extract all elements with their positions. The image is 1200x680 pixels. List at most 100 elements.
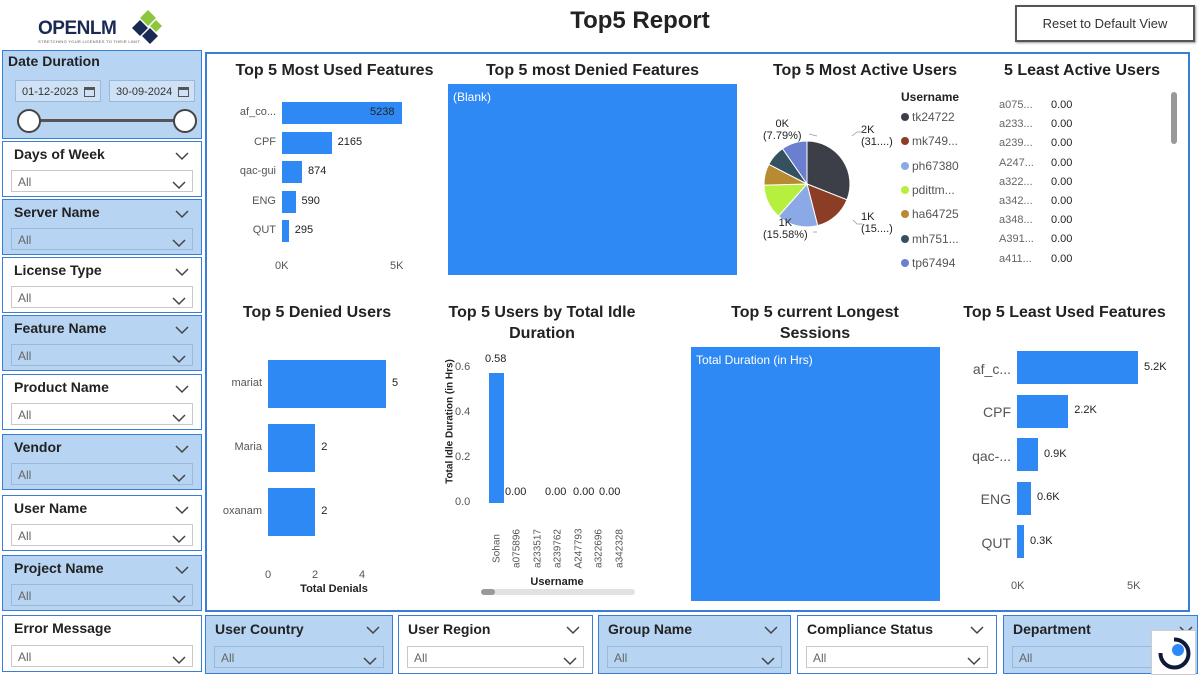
denied-users-xlabel: Total Denials bbox=[300, 583, 368, 595]
chevron-down-icon[interactable] bbox=[175, 441, 189, 454]
bar-4[interactable] bbox=[282, 220, 289, 242]
bar-1[interactable] bbox=[268, 424, 316, 472]
bar-4[interactable] bbox=[1017, 525, 1024, 558]
slicer-4[interactable]: Product Name All bbox=[2, 374, 202, 430]
chevron-down-icon[interactable] bbox=[175, 381, 189, 394]
slicer-7[interactable]: Project Name All bbox=[2, 555, 202, 611]
table-row[interactable]: a411... 0.00 bbox=[999, 253, 1099, 267]
slicer-dropdown[interactable]: All bbox=[11, 228, 193, 250]
chevron-down-icon[interactable] bbox=[566, 622, 580, 635]
slicer-dropdown[interactable]: All bbox=[214, 646, 384, 668]
idle-bar-0[interactable] bbox=[489, 372, 504, 503]
table-row[interactable]: A391... 0.00 bbox=[999, 233, 1099, 247]
chevron-down-icon[interactable] bbox=[175, 148, 189, 161]
slicer-dropdown[interactable]: All bbox=[11, 584, 193, 606]
date-range-end-handle[interactable] bbox=[173, 109, 197, 133]
category-label: ENG bbox=[252, 194, 276, 207]
chevron-down-icon[interactable] bbox=[970, 622, 984, 635]
row-user: a075... bbox=[999, 99, 1033, 111]
chevron-down-icon[interactable] bbox=[366, 622, 380, 635]
tick-label: 0K bbox=[275, 260, 289, 272]
bar-2[interactable] bbox=[282, 161, 303, 183]
slicer-dropdown[interactable]: All bbox=[607, 646, 782, 668]
legend-dot-icon bbox=[901, 210, 909, 219]
slicer-0[interactable]: Days of Week All bbox=[2, 141, 202, 197]
bar-0[interactable] bbox=[268, 360, 386, 408]
table-row[interactable]: A247... 0.00 bbox=[999, 157, 1099, 171]
table-row[interactable]: a342... 0.00 bbox=[999, 195, 1099, 209]
end-date-input[interactable]: 30-09-2024 bbox=[109, 80, 195, 102]
chevron-down-icon[interactable] bbox=[764, 622, 778, 635]
slicer-dropdown[interactable]: All bbox=[11, 170, 193, 192]
bar-0[interactable] bbox=[282, 102, 402, 124]
legend-item[interactable]: ph67380 bbox=[901, 159, 959, 173]
legend-item[interactable]: ha64725 bbox=[901, 207, 959, 221]
slicer-3[interactable]: Feature Name All bbox=[2, 315, 202, 371]
bar-3[interactable] bbox=[1017, 481, 1031, 515]
chevron-down-icon[interactable] bbox=[175, 322, 189, 335]
slicer-dropdown[interactable]: All bbox=[11, 645, 193, 667]
table-row[interactable]: a322... 0.00 bbox=[999, 176, 1099, 190]
slicer-dropdown[interactable]: All bbox=[11, 403, 193, 425]
idle-scrollbar[interactable] bbox=[481, 589, 635, 595]
slicer-title: User Name bbox=[14, 500, 88, 516]
bottom-slicer-0[interactable]: User Country All bbox=[205, 615, 393, 674]
longest-sessions-treemap[interactable]: Total Duration (in Hrs) bbox=[691, 347, 940, 601]
bar-0[interactable] bbox=[1017, 351, 1138, 384]
slicer-dropdown[interactable]: All bbox=[11, 524, 193, 546]
slicer-5[interactable]: Vendor All bbox=[2, 434, 202, 490]
slicer-dropdown[interactable]: All bbox=[11, 463, 193, 485]
bottom-slicer-2[interactable]: Group Name All bbox=[598, 615, 791, 674]
idle-scrollbar-thumb[interactable] bbox=[481, 589, 495, 595]
reset-to-default-button[interactable]: Reset to Default View bbox=[1015, 5, 1195, 42]
bar-1[interactable] bbox=[282, 131, 332, 154]
table-row[interactable]: a239... 0.00 bbox=[999, 137, 1099, 151]
bar-1[interactable] bbox=[1017, 394, 1069, 428]
y-tick-label: 0.6 bbox=[455, 361, 471, 373]
bottom-slicer-3[interactable]: Compliance Status All bbox=[797, 615, 997, 674]
slicer-2[interactable]: License Type All bbox=[2, 257, 202, 313]
chevron-down-icon bbox=[172, 235, 186, 248]
data-label: 2 bbox=[321, 441, 328, 453]
most-active-pie[interactable] bbox=[747, 124, 867, 244]
slicer-title: Error Message bbox=[14, 620, 112, 636]
chevron-down-icon[interactable] bbox=[175, 264, 189, 277]
date-duration-slicer[interactable]: Date Duration 01-12-2023 30-09-2024 bbox=[2, 50, 202, 139]
slicer-6[interactable]: User Name All bbox=[2, 495, 202, 551]
slicer-dropdown[interactable]: All bbox=[806, 646, 988, 668]
row-value: 0.00 bbox=[1051, 252, 1073, 265]
least-active-scrollbar[interactable] bbox=[1171, 92, 1177, 144]
legend-item[interactable]: tk24722 bbox=[901, 110, 955, 124]
slicer-1[interactable]: Server Name All bbox=[2, 199, 202, 255]
chevron-down-icon[interactable] bbox=[175, 502, 189, 515]
chevron-down-icon[interactable] bbox=[175, 206, 189, 219]
bar-2[interactable] bbox=[1017, 438, 1038, 471]
bottom-slicer-1[interactable]: User Region All bbox=[398, 615, 593, 674]
legend-item[interactable]: mh751... bbox=[901, 232, 959, 246]
chevron-down-icon[interactable] bbox=[175, 562, 189, 575]
category-label: oxanam bbox=[222, 505, 262, 517]
start-date-input[interactable]: 01-12-2023 bbox=[15, 80, 101, 102]
chevron-down-icon bbox=[172, 177, 186, 190]
bar-3[interactable] bbox=[282, 190, 296, 213]
legend-item[interactable]: tp67494 bbox=[901, 256, 955, 270]
slicer-dropdown[interactable]: All bbox=[407, 646, 584, 668]
focus-mode-icon[interactable] bbox=[1151, 630, 1196, 675]
legend-item[interactable]: mk749... bbox=[901, 134, 958, 148]
pie-slice-6[interactable] bbox=[781, 140, 808, 186]
legend-item[interactable]: pdittm... bbox=[901, 183, 955, 197]
table-row[interactable]: a075... 0.00 bbox=[999, 99, 1099, 113]
pie-slice-0[interactable] bbox=[806, 140, 851, 201]
row-value: 0.00 bbox=[1051, 156, 1073, 169]
slicer-dropdown[interactable]: All bbox=[11, 286, 193, 308]
most-denied-treemap[interactable]: (Blank) bbox=[448, 84, 737, 275]
idle-data-label: 0.58 bbox=[485, 353, 507, 365]
table-row[interactable]: a348... 0.00 bbox=[999, 214, 1099, 228]
calendar-icon bbox=[84, 87, 95, 97]
table-row[interactable]: a233... 0.00 bbox=[999, 118, 1099, 132]
slicer-dropdown[interactable]: All bbox=[11, 344, 193, 366]
date-range-start-handle[interactable] bbox=[17, 109, 41, 133]
bar-2[interactable] bbox=[268, 488, 316, 536]
slicer-8[interactable]: Error Message All bbox=[2, 615, 202, 672]
data-label: 0.9K bbox=[1043, 447, 1067, 460]
